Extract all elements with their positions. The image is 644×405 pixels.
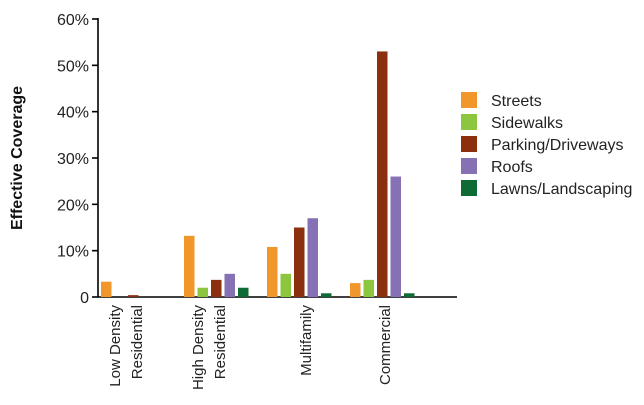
bar-roofs-1 (224, 273, 235, 297)
y-tick-label: 50% (57, 58, 89, 75)
x-category-label: Low Density (107, 305, 124, 387)
y-axis-label: Effective Coverage (9, 86, 26, 230)
x-category-label: Residential (129, 305, 146, 379)
bar-parking-driveways-1 (211, 279, 222, 297)
x-category-label: Commercial (377, 305, 394, 385)
bar-streets-2 (267, 246, 278, 297)
bar-parking-driveways-3 (377, 51, 388, 297)
legend-label: Streets (491, 93, 542, 110)
legend-label: Parking/Driveways (491, 137, 623, 154)
bar-sidewalks-2 (280, 273, 291, 297)
bar-roofs-2 (307, 218, 318, 297)
x-category-labels: Low Density Residential High Density Reside… (107, 305, 394, 391)
y-ticks: 0 10% 20% 30% 40% 50% 60% (57, 12, 98, 307)
y-tick-label: 20% (57, 197, 89, 214)
bar-parking-driveways-0 (128, 295, 139, 297)
legend-label: Lawns/Landscaping (491, 181, 632, 198)
legend: Streets Sidewalks Parking/Driveways Roofs La… (461, 92, 632, 198)
legend-swatch (461, 114, 477, 130)
bar-streets-1 (184, 235, 195, 297)
bar-streets-0 (101, 281, 112, 297)
legend-swatch (461, 136, 477, 152)
y-tick-label: 60% (57, 12, 89, 29)
bar-lawns-landscaping-1 (238, 287, 249, 297)
bar-lawns-landscaping-3 (404, 293, 415, 297)
bar-roofs-3 (390, 176, 401, 297)
bar-sidewalks-1 (197, 287, 208, 297)
y-tick-label: 30% (57, 151, 89, 168)
x-category-label: Residential (212, 305, 229, 379)
legend-swatch (461, 158, 477, 174)
legend-swatch (461, 92, 477, 108)
bar-lawns-landscaping-2 (321, 293, 332, 297)
legend-swatch (461, 180, 477, 196)
bar-parking-driveways-2 (294, 227, 305, 297)
y-tick-label: 10% (57, 244, 89, 261)
bars (101, 51, 415, 297)
y-tick-label: 0 (80, 290, 89, 307)
x-category-label: High Density (190, 305, 207, 391)
y-tick-label: 40% (57, 105, 89, 122)
legend-label: Roofs (491, 159, 533, 176)
bar-streets-3 (350, 283, 361, 297)
bar-sidewalks-3 (363, 279, 374, 297)
legend-label: Sidewalks (491, 115, 563, 132)
x-category-label: Multifamily (298, 305, 315, 376)
